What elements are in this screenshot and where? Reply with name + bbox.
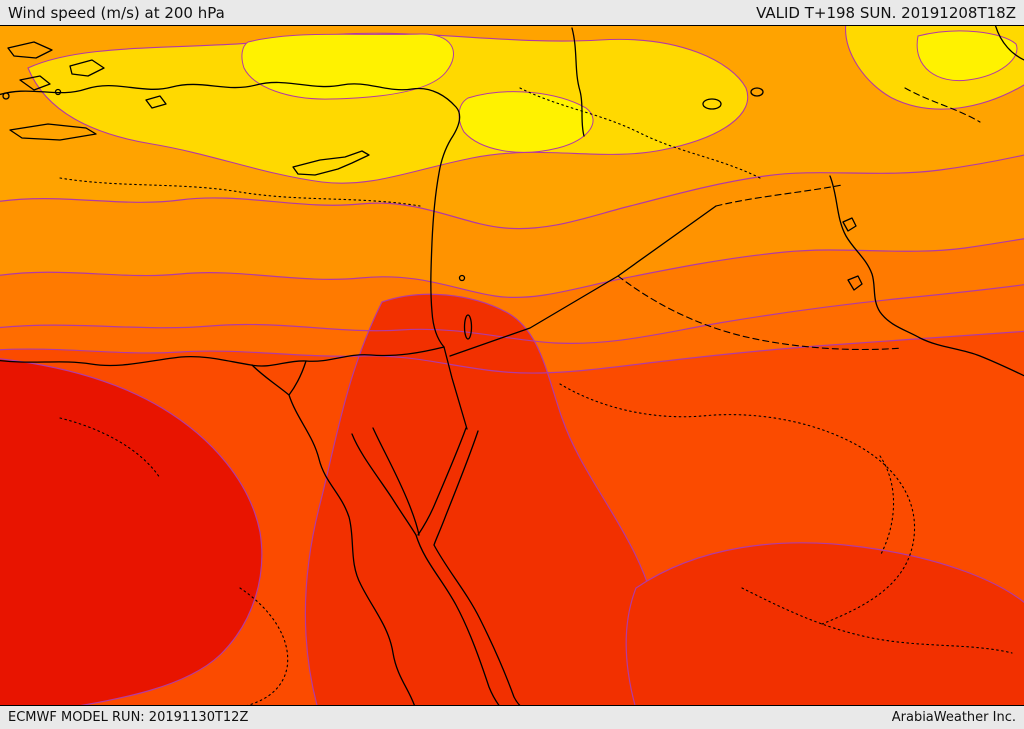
contour-line-2 [0,238,1024,299]
coastline-turkey-levant-egypt [0,81,461,367]
contour-line-4 [0,330,1024,374]
lake-anatolia-2 [750,87,764,97]
islands-aegean [7,41,167,141]
band-bright-yellow-3 [916,30,1018,82]
island-dot-1 [2,92,10,100]
contour-line-3 [0,284,1024,344]
contour-lines [0,154,1024,374]
borders-dotted [59,87,1013,705]
model-run-label: ECMWF MODEL RUN: 20191130T12Z [8,710,249,725]
wind-speed-bands [0,26,1024,705]
band-bright-yellow-2 [458,91,594,153]
river-nile [251,360,415,705]
coastline-red-sea-sinai [351,427,521,705]
valid-time-label: VALID T+198 SUN. 20191208T18Z [756,3,1016,22]
title-bar: Wind speed (m/s) at 200 hPa VALID T+198 … [0,0,1024,26]
river-euphrates [571,27,585,137]
status-bar: ECMWF MODEL RUN: 20191130T12Z ArabiaWeat… [0,705,1024,729]
border-levant-solid [443,205,717,430]
contour-line-1 [0,154,1024,230]
map-canvas [0,26,1024,705]
band-red-southeast [625,542,1024,705]
band-deep-red-southwest [0,358,263,705]
border-arabia-dashed [617,87,981,351]
lake-anatolia-1 [702,98,722,110]
coastline-northeast-corner [994,26,1024,61]
band-red-center [304,293,665,705]
island-dot-2 [54,88,62,96]
band-bright-yellow-1 [241,33,454,100]
coastline-persian-gulf [829,175,1024,377]
lake-galilee [458,274,466,282]
coastline-cyprus [292,150,370,176]
weather-map-svg [0,26,1024,705]
map-title: Wind speed (m/s) at 200 hPa [8,3,225,22]
lake-dead-sea [463,314,473,340]
geography [0,26,1024,705]
credit-label: ArabiaWeather Inc. [891,710,1016,725]
